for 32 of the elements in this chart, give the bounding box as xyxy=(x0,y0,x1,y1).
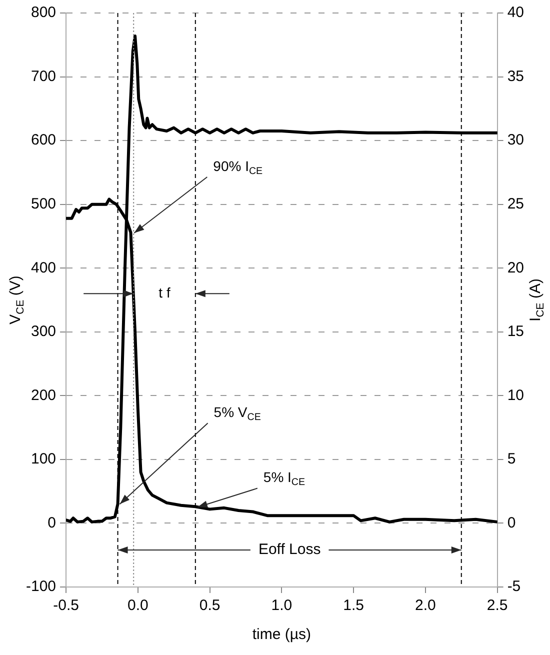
annotation: Eoff Loss xyxy=(258,541,321,558)
y-tick-label: 700 xyxy=(30,68,56,85)
y2-tick-label: 15 xyxy=(507,323,524,340)
y2-axis-title: ICE (A) xyxy=(527,278,546,322)
y-axis-title: VCE (V) xyxy=(7,276,26,324)
x-tick-label: 0.5 xyxy=(199,597,220,614)
y-tick-label: 0 xyxy=(48,514,56,532)
x-tick-label: 2.5 xyxy=(486,597,508,614)
x-tick-label: 1.5 xyxy=(343,597,364,614)
y2-tick-label: 40 xyxy=(507,4,524,22)
y-tick-label: 400 xyxy=(30,259,56,276)
x-tick-label: 0.0 xyxy=(127,597,148,614)
y2-tick-label: 0 xyxy=(507,514,516,532)
y-tick-label: 800 xyxy=(30,4,56,22)
annotation: t f xyxy=(158,284,170,300)
y2-tick-label: -5 xyxy=(507,578,521,596)
y-tick-label: 200 xyxy=(30,386,56,404)
y-tick-label: 300 xyxy=(30,323,56,340)
x-tick-label: 1.0 xyxy=(271,597,292,614)
y2-tick-label: 10 xyxy=(507,386,524,404)
x-axis-title: time (µs) xyxy=(252,626,311,644)
y2-tick-label: 30 xyxy=(507,132,524,149)
y2-tick-label: 20 xyxy=(507,259,524,276)
x-tick-label: -0.5 xyxy=(53,597,79,614)
y2-tick-label: 5 xyxy=(507,450,516,468)
y2-tick-label: 25 xyxy=(507,195,524,212)
y-tick-label: 600 xyxy=(30,132,56,149)
y2-tick-label: 35 xyxy=(507,68,524,85)
x-tick-label: 2.0 xyxy=(415,597,436,614)
y-tick-label: -100 xyxy=(26,578,56,596)
y-tick-label: 500 xyxy=(30,195,56,212)
y-tick-label: 100 xyxy=(30,450,56,468)
